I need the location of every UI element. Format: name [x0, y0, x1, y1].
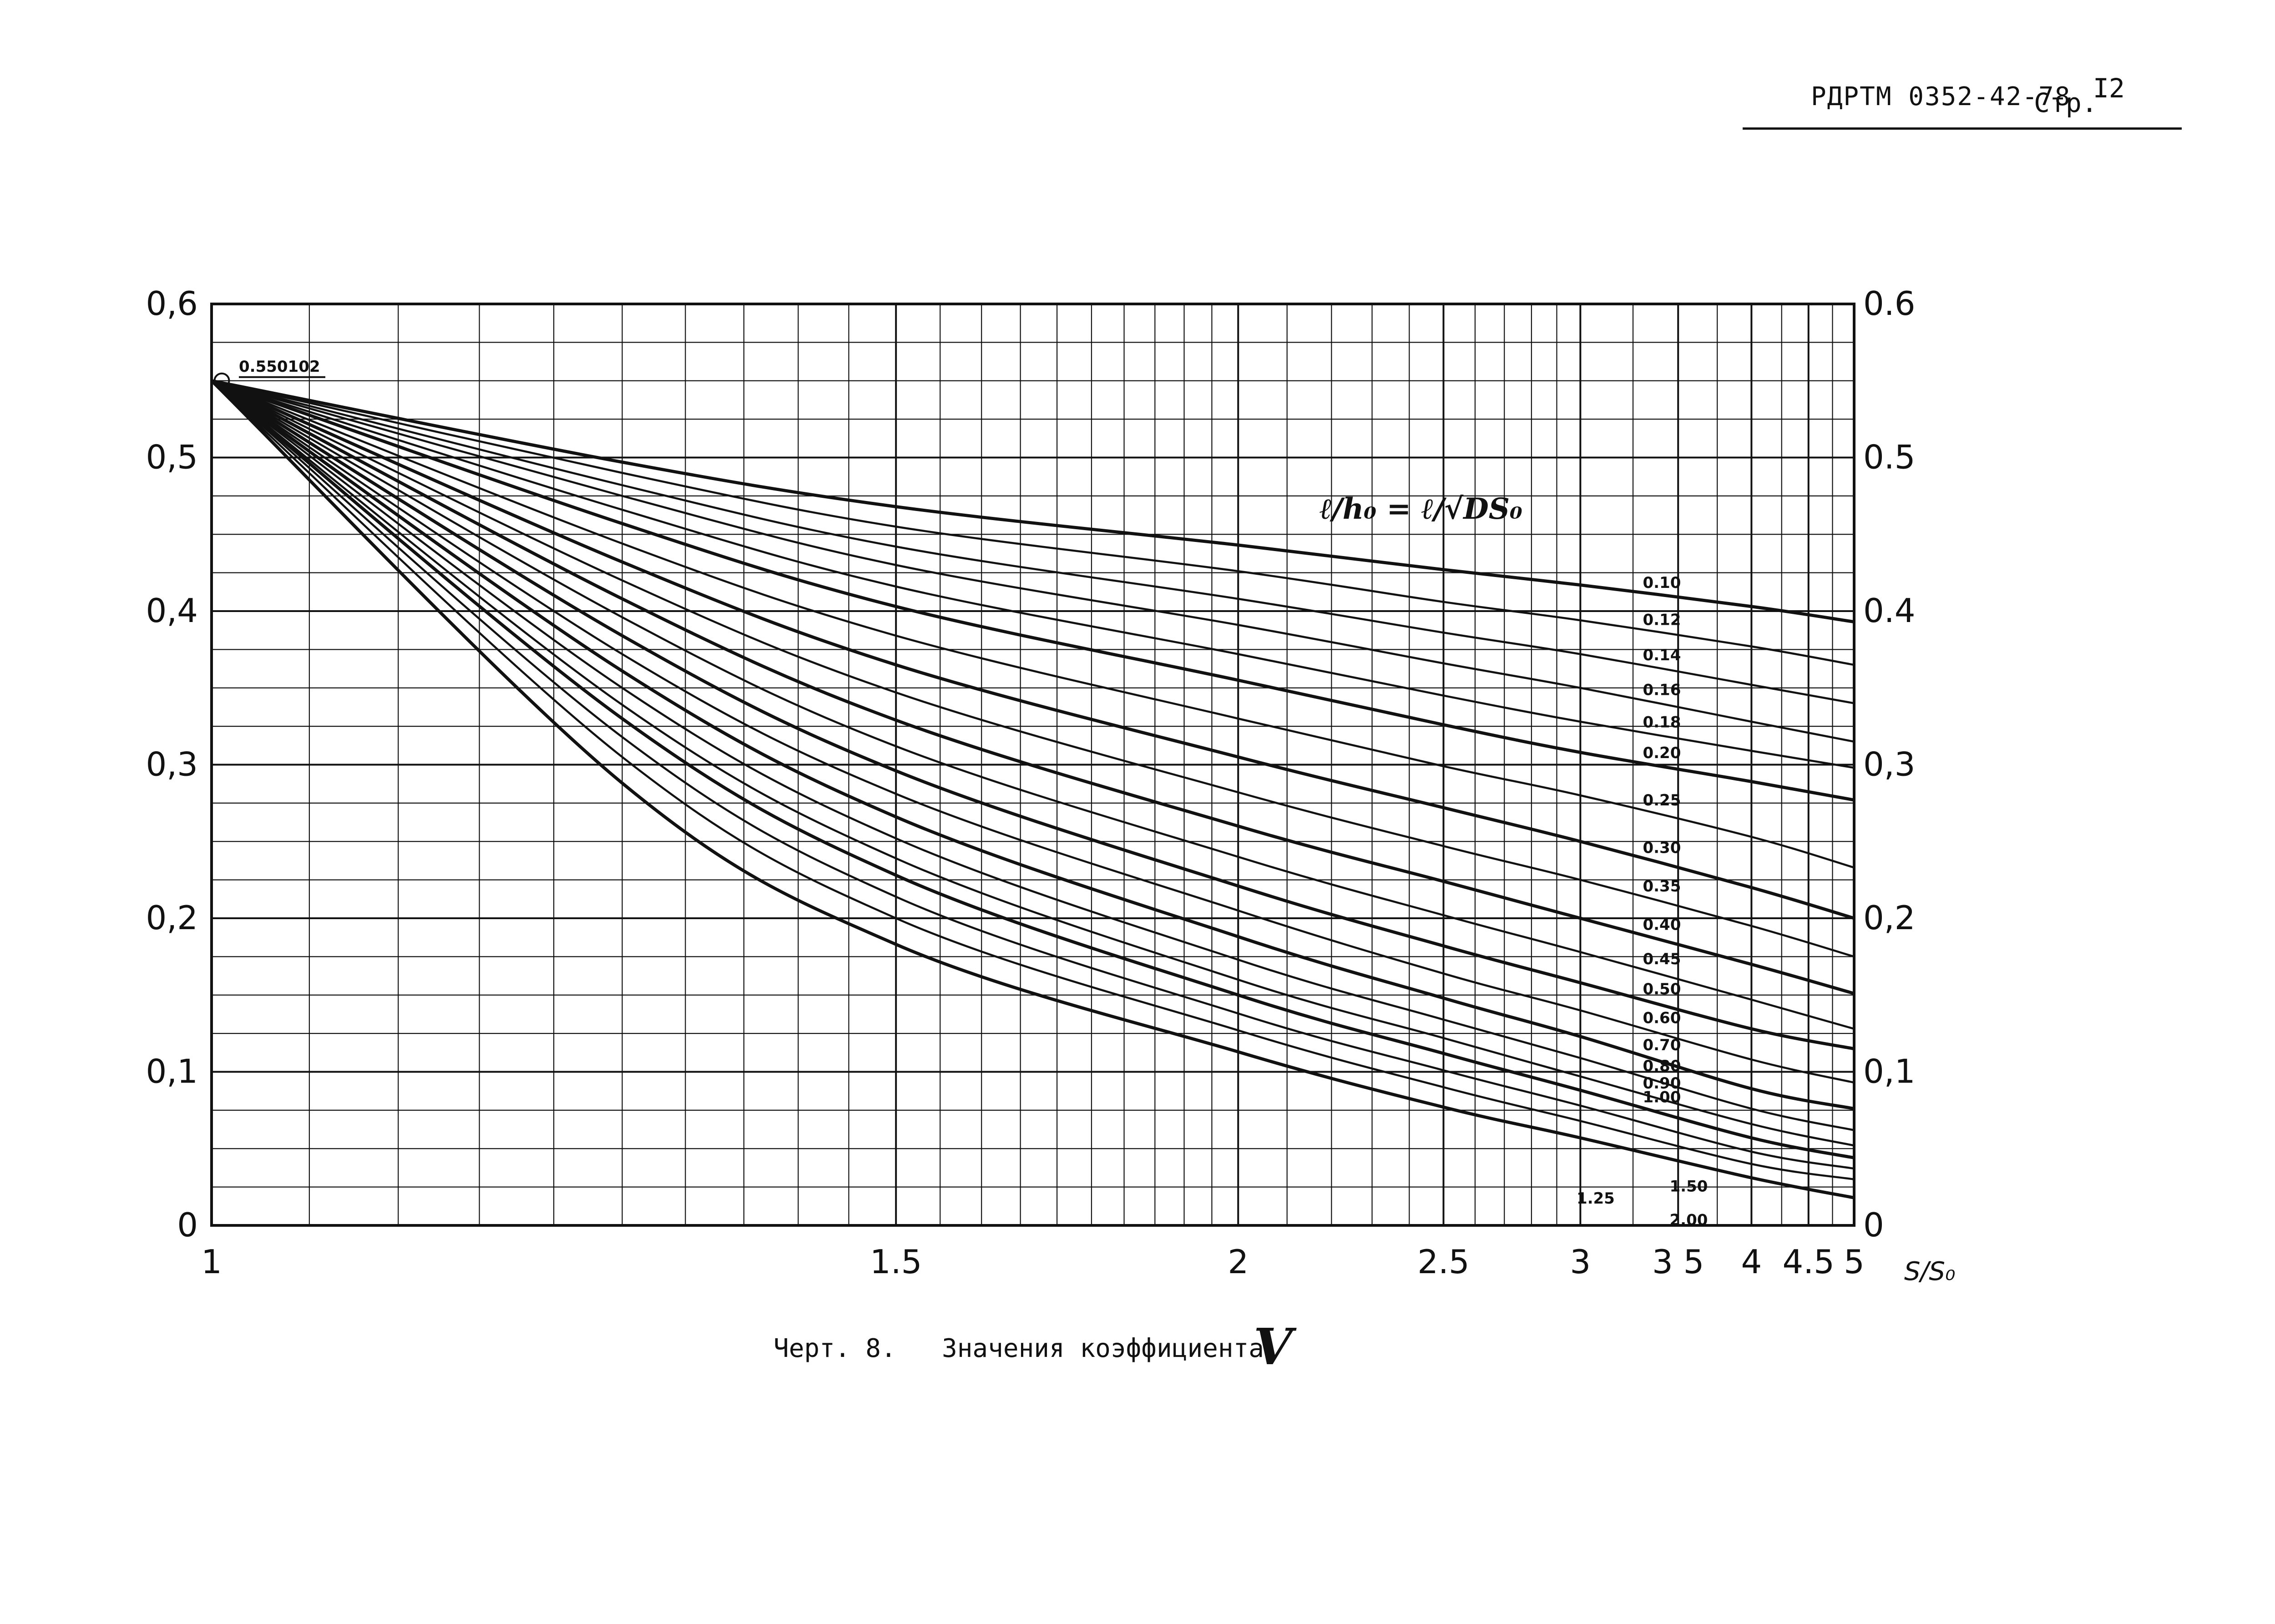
caption-prefix: Черт. 8.: [774, 1334, 896, 1363]
curve-0-20: [211, 379, 1855, 802]
y-tick-label-left: 0,6: [146, 284, 198, 323]
curve-label-0-10: 0.10: [1643, 574, 1681, 592]
curve-0-35: [211, 379, 1855, 958]
x-tick-label: 3 5: [1652, 1243, 1704, 1281]
curve-0-25: [211, 379, 1855, 869]
curve-label-0-45: 0.45: [1643, 950, 1681, 968]
curve-0-50: [211, 379, 1855, 1051]
curve-label-0-25: 0.25: [1643, 791, 1681, 809]
curve-0-45: [211, 379, 1855, 1030]
curve-0-80: [211, 379, 1855, 1131]
curve-label-2-00: 2.00: [1670, 1211, 1708, 1229]
curve-label-0-40: 0.40: [1643, 916, 1681, 934]
curve-0-40: [211, 379, 1855, 995]
curve-0-16: [211, 379, 1855, 743]
chart-curves: [210, 372, 1855, 1199]
plot-frame: [210, 303, 1855, 1227]
page-header: РДРТМ 0352-42-78 Стр. I2: [1743, 73, 2198, 137]
y-tick-label-right: 0,2: [1863, 899, 1916, 937]
curve-label-0-90: 0.90: [1643, 1074, 1681, 1093]
start-point-marker: [213, 372, 230, 389]
x-axis-label: S/S₀: [1904, 1257, 1955, 1286]
curve-0-30: [211, 379, 1855, 920]
caption-text: Значения коэффициента: [942, 1334, 1264, 1363]
page-number: I2: [2093, 73, 2125, 104]
curve-0-12: [211, 379, 1855, 666]
y-tick-label-right: 0: [1863, 1206, 1884, 1244]
y-tick-label-right: 0,3: [1863, 745, 1916, 784]
y-tick-label-right: 0.6: [1863, 284, 1916, 323]
curve-label-0-14: 0.14: [1643, 646, 1681, 664]
y-tick-label-right: 0,1: [1863, 1052, 1916, 1091]
y-tick-label-left: 0,4: [146, 592, 198, 630]
header-rule: [1743, 127, 2182, 130]
y-tick-label-right: 0.4: [1863, 592, 1916, 630]
curve-0-70: [210, 379, 1855, 1110]
x-tick-label: 4: [1741, 1243, 1762, 1281]
curve-labels: 0.10 0.12 0.14 0.16 0.18 0.20 0.25 0.30 0.35 0.40…: [1577, 574, 1708, 1229]
curve-0-14: [211, 379, 1855, 704]
x-tick-label: 4.5: [1782, 1243, 1835, 1281]
curve-1-50: [211, 380, 1855, 1180]
chart-grid: [211, 303, 1855, 1226]
x-tick-label: 1: [201, 1243, 222, 1281]
y-tick-label-left: 0: [177, 1206, 198, 1244]
curve-label-0-35: 0.35: [1643, 877, 1681, 895]
curve-label-0-80: 0.80: [1643, 1057, 1681, 1075]
y-tick-label-left: 0,5: [146, 438, 198, 476]
legend-title: ℓ/h₀ = ℓ/√DS₀: [1320, 492, 1522, 526]
y-tick-label-right: 0.5: [1863, 438, 1916, 476]
curve-label-0-12: 0.12: [1643, 611, 1681, 629]
curve-0-18: [211, 379, 1855, 769]
x-tick-label: 3: [1570, 1243, 1591, 1281]
x-tick-label: 2.5: [1417, 1243, 1470, 1281]
curve-label-1-00: 1.00: [1643, 1088, 1681, 1107]
curve-label-0-50: 0.50: [1643, 980, 1681, 998]
caption-symbol: V: [1254, 1317, 1293, 1376]
curve-0-60: [211, 379, 1855, 1084]
curve-0-10: [211, 379, 1855, 624]
y-tick-label-left: 0,2: [146, 899, 198, 937]
x-tick-label: 2: [1228, 1243, 1249, 1281]
curve-label-0-70: 0.70: [1643, 1036, 1681, 1054]
y-axis-left-ticks: 0 0,1 0,2 0,3 0,4 0,5 0,6: [146, 284, 198, 1244]
curve-label-0-16: 0.16: [1643, 681, 1681, 699]
x-tick-label: 5: [1844, 1243, 1865, 1281]
curve-label-0-18: 0.18: [1643, 713, 1681, 731]
x-axis-label-group: S/S₀: [1904, 1257, 1955, 1286]
page-label: Стр.: [2034, 87, 2098, 118]
curve-label-1-50: 1.50: [1670, 1178, 1708, 1196]
curve-2-00: [210, 379, 1855, 1199]
y-axis-right-ticks: 0 0,1 0,2 0,3 0.4 0.5 0.6: [1863, 284, 1916, 1244]
curve-label-0-20: 0.20: [1643, 744, 1681, 762]
start-value-label: 0.550102: [239, 358, 320, 376]
x-tick-label: 1.5: [870, 1243, 922, 1281]
curve-label-0-60: 0.60: [1643, 1009, 1681, 1027]
curve-1-25: [211, 380, 1855, 1170]
curve-1-00: [210, 379, 1855, 1159]
x-axis-ticks: 1 1.5 2 2.5 3 3 5 4 4.5 5: [201, 1243, 1865, 1281]
curve-0-90: [211, 379, 1855, 1147]
document-code: РДРТМ 0352-42-78: [1811, 82, 2071, 111]
y-tick-label-left: 0,3: [146, 745, 198, 784]
curve-label-0-30: 0.30: [1643, 839, 1681, 857]
y-tick-label-left: 0,1: [146, 1052, 198, 1091]
curve-label-1-25: 1.25: [1577, 1189, 1615, 1208]
